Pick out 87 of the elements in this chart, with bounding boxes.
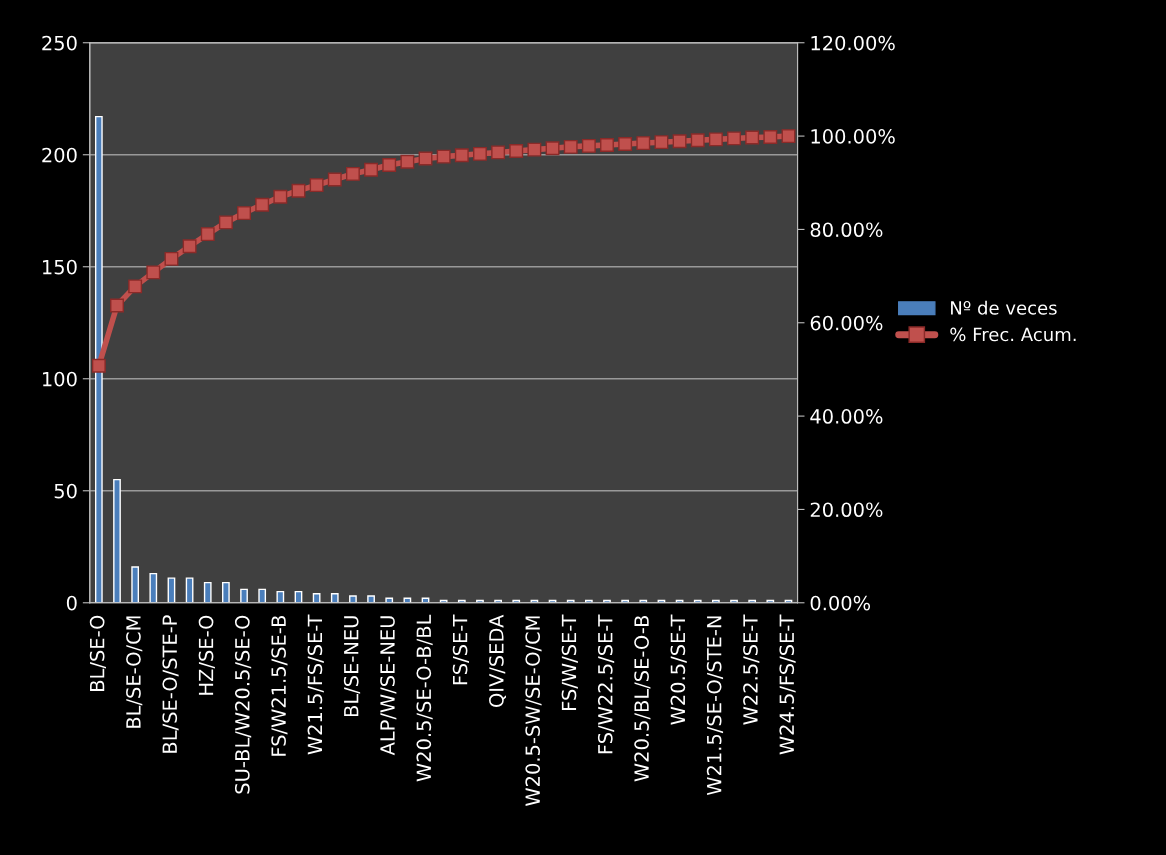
point (237, 206, 251, 221)
y2-tick-label: 0.00% (810, 595, 871, 611)
point (600, 138, 614, 152)
point (255, 197, 270, 212)
point (382, 158, 397, 172)
y-tick-label: 50 (54, 483, 77, 499)
x-tick-label: BL/SE-O/STE-P (162, 615, 179, 753)
x-tick-label: W20.5/BL/SE-O-B (634, 615, 651, 782)
point (164, 251, 179, 266)
point (327, 172, 342, 187)
x-tick-label: FS/W/SE-T (561, 614, 578, 710)
bar (330, 593, 339, 603)
point (454, 148, 469, 163)
bar (349, 595, 357, 603)
x-tick-label: BL/SE-O/CM (126, 616, 143, 728)
y2-tick-label: 120.00% (811, 35, 895, 51)
point (509, 144, 524, 158)
bar (113, 478, 121, 603)
legend-label: % Frec. Acum. (950, 327, 1076, 342)
bar (149, 572, 158, 603)
point (745, 130, 760, 145)
point (436, 149, 451, 164)
x-tick-label: W21.5/SE-O/STE-N (706, 616, 724, 796)
point (218, 215, 233, 230)
point (182, 239, 197, 254)
bar (203, 581, 212, 603)
bar (222, 581, 230, 603)
point (473, 146, 487, 161)
point (345, 166, 360, 181)
x-tick-label: FS/W22.5/SE-T (597, 614, 615, 754)
legend-label: Nº de veces (951, 300, 1057, 315)
x-tick-label: BL/SE-O (89, 615, 107, 691)
y2-tick-label: 80.00% (810, 222, 883, 238)
bar (131, 566, 140, 603)
point (200, 227, 215, 242)
x-tick-label: SU-BL/W20.5/SE-O (234, 615, 252, 794)
point (91, 358, 106, 373)
bar (185, 577, 194, 603)
y2-tick-label: 40.00% (810, 409, 883, 424)
y2-tick-label: 100.00% (811, 129, 895, 144)
point (672, 134, 687, 149)
x-tick-label: W20.5-SW/SE-O/CM (525, 616, 542, 806)
point (309, 178, 324, 193)
bar (276, 590, 285, 603)
y-tick-label: 200 (42, 147, 77, 163)
x-tick-label: HZ/SE-O (198, 615, 215, 695)
x-tick-label: FS/W21.5/SE-B (271, 615, 288, 756)
point (364, 162, 379, 177)
point (581, 138, 596, 153)
x-tick-label: W24.5/FS/SE-T (779, 614, 796, 755)
point (545, 141, 560, 156)
y-tick-label: 150 (43, 259, 77, 275)
point (273, 189, 288, 204)
point (146, 265, 161, 280)
point (110, 298, 124, 313)
point (654, 135, 669, 150)
x-tick-label: BL/SE-NEU (343, 616, 361, 717)
y-tick-label: 100 (43, 371, 77, 387)
point (400, 154, 415, 169)
point (708, 132, 723, 147)
x-tick-label: W20.5/SE-O-B/BL (416, 614, 433, 782)
point (491, 145, 506, 160)
point (636, 136, 651, 151)
point (727, 131, 741, 146)
point (763, 130, 778, 144)
point (618, 137, 633, 151)
point (128, 279, 143, 294)
point (527, 142, 542, 157)
y2-tick-label: 60.00% (810, 315, 883, 331)
bar (94, 115, 103, 603)
x-tick-label: W20.5/SE-T (670, 614, 687, 725)
x-tick-label: QIV/SEDA (489, 614, 506, 707)
x-tick-label: W21.5/FS/SE-T (307, 614, 324, 755)
x-tick-label: ALP/W/SE-NEU (380, 616, 397, 756)
y2-tick-label: 20.00% (810, 502, 883, 518)
bar (240, 588, 248, 603)
point (781, 129, 796, 144)
point (291, 183, 306, 198)
y-tick-label: 0 (66, 595, 77, 611)
y-tick-label: 250 (42, 35, 77, 51)
bar (167, 577, 176, 603)
x-tick-label: W22.5/SE-T (743, 614, 760, 725)
point (690, 133, 705, 148)
bar (367, 595, 375, 603)
bar (258, 588, 267, 603)
x-tick-label: FS/SE-T (452, 614, 469, 685)
point (563, 139, 578, 154)
